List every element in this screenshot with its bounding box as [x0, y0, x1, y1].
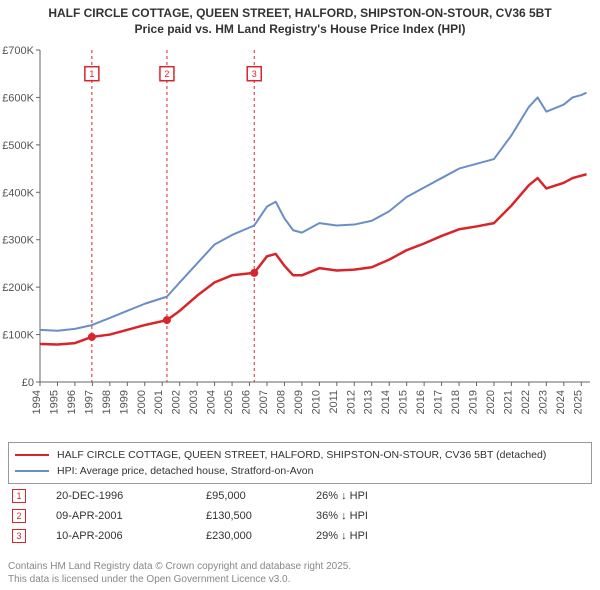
svg-text:2002: 2002 — [171, 390, 183, 414]
svg-text:2017: 2017 — [433, 390, 445, 414]
svg-text:£0: £0 — [22, 377, 34, 389]
event-marker-box: 2 — [12, 509, 26, 523]
sale-marker — [250, 269, 258, 277]
svg-text:2: 2 — [164, 69, 169, 79]
svg-text:1994: 1994 — [31, 390, 43, 414]
svg-text:3: 3 — [252, 69, 257, 79]
legend-label: HALF CIRCLE COTTAGE, QUEEN STREET, HALFO… — [57, 449, 546, 461]
title-line2: Price paid vs. HM Land Registry's House … — [10, 22, 590, 38]
legend-swatch — [15, 470, 49, 472]
event-row: 1 20-DEC-1996£95,00026% ↓ HPI — [8, 486, 592, 506]
svg-text:2023: 2023 — [537, 390, 549, 414]
event-price: £95,000 — [206, 490, 316, 502]
svg-text:2001: 2001 — [153, 390, 165, 414]
svg-text:2005: 2005 — [223, 390, 235, 414]
event-date: 09-APR-2001 — [56, 510, 206, 522]
legend-box: HALF CIRCLE COTTAGE, QUEEN STREET, HALFO… — [8, 442, 592, 484]
svg-text:2022: 2022 — [520, 390, 532, 414]
attribution-line2: This data is licensed under the Open Gov… — [8, 573, 351, 586]
svg-text:2011: 2011 — [328, 390, 340, 414]
event-diff: 29% ↓ HPI — [316, 530, 436, 542]
svg-text:2015: 2015 — [398, 390, 410, 414]
svg-text:2014: 2014 — [380, 390, 392, 414]
svg-text:£400K: £400K — [2, 187, 34, 199]
sale-marker — [163, 316, 171, 324]
events-table: 1 20-DEC-1996£95,00026% ↓ HPI 2 09-APR-2001… — [8, 486, 592, 546]
event-row: 3 10-APR-2006£230,00029% ↓ HPI — [8, 526, 592, 546]
svg-text:2000: 2000 — [136, 390, 148, 414]
event-diff: 26% ↓ HPI — [316, 490, 436, 502]
svg-text:1996: 1996 — [66, 390, 78, 414]
event-date: 10-APR-2006 — [56, 530, 206, 542]
event-diff: 36% ↓ HPI — [316, 510, 436, 522]
attribution: Contains HM Land Registry data © Crown c… — [8, 560, 351, 586]
svg-text:2007: 2007 — [258, 390, 270, 414]
svg-text:2010: 2010 — [310, 390, 322, 414]
chart-area: £0 £100K £200K £300K £400K £500K £600K £700K 199… — [0, 40, 600, 440]
svg-text:2020: 2020 — [485, 390, 497, 414]
event-date: 20-DEC-1996 — [56, 490, 206, 502]
chart-title: HALF CIRCLE COTTAGE, QUEEN STREET, HALFO… — [0, 0, 600, 41]
chart-svg: £0 £100K £200K £300K £400K £500K £600K £700K 199… — [0, 40, 600, 440]
svg-text:£700K: £700K — [2, 45, 34, 57]
title-line1: HALF CIRCLE COTTAGE, QUEEN STREET, HALFO… — [10, 6, 590, 22]
attribution-line1: Contains HM Land Registry data © Crown c… — [8, 560, 351, 573]
svg-text:1998: 1998 — [101, 390, 113, 414]
svg-text:2013: 2013 — [363, 390, 375, 414]
legend-row: HALF CIRCLE COTTAGE, QUEEN STREET, HALFO… — [15, 447, 585, 463]
svg-text:£300K: £300K — [2, 235, 34, 247]
svg-text:2016: 2016 — [415, 390, 427, 414]
svg-text:2004: 2004 — [206, 390, 218, 414]
figure-container: HALF CIRCLE COTTAGE, QUEEN STREET, HALFO… — [0, 0, 600, 590]
svg-text:2009: 2009 — [293, 390, 305, 414]
line-property — [40, 174, 587, 344]
svg-text:2025: 2025 — [572, 390, 584, 414]
svg-text:1: 1 — [89, 69, 94, 79]
event-price: £130,500 — [206, 510, 316, 522]
svg-text:1999: 1999 — [118, 390, 130, 414]
svg-text:£100K: £100K — [2, 330, 34, 342]
event-marker-box: 3 — [12, 529, 26, 543]
svg-text:1995: 1995 — [48, 390, 60, 414]
event-marker-box: 1 — [12, 489, 26, 503]
sale-marker — [88, 333, 96, 341]
svg-text:£200K: £200K — [2, 282, 34, 294]
svg-text:2021: 2021 — [502, 390, 514, 414]
svg-text:2018: 2018 — [450, 390, 462, 414]
svg-text:2003: 2003 — [188, 390, 200, 414]
svg-text:2006: 2006 — [241, 390, 253, 414]
svg-text:£500K: £500K — [2, 140, 34, 152]
event-row: 2 09-APR-2001£130,50036% ↓ HPI — [8, 506, 592, 526]
svg-text:2019: 2019 — [468, 390, 480, 414]
svg-text:£600K: £600K — [2, 92, 34, 104]
event-price: £230,000 — [206, 530, 316, 542]
legend-label: HPI: Average price, detached house, Stra… — [57, 465, 313, 477]
svg-text:2008: 2008 — [275, 390, 287, 414]
legend-row: HPI: Average price, detached house, Stra… — [15, 463, 585, 479]
svg-text:1997: 1997 — [83, 390, 95, 414]
legend-swatch — [15, 454, 49, 456]
svg-text:2012: 2012 — [345, 390, 357, 414]
svg-text:2024: 2024 — [555, 390, 567, 414]
